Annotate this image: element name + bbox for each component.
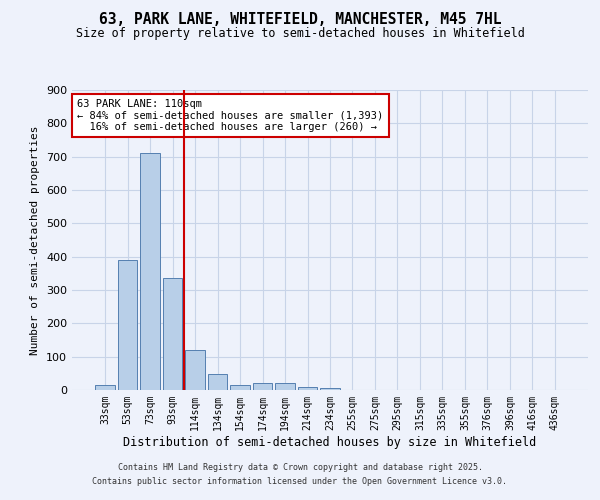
Y-axis label: Number of semi-detached properties: Number of semi-detached properties [31, 125, 40, 355]
Bar [320, 388, 340, 390]
Text: Size of property relative to semi-detached houses in Whitefield: Size of property relative to semi-detach… [76, 28, 524, 40]
Bar [275, 382, 295, 390]
Bar [140, 154, 160, 390]
X-axis label: Distribution of semi-detached houses by size in Whitefield: Distribution of semi-detached houses by … [124, 436, 536, 448]
Text: Contains HM Land Registry data © Crown copyright and database right 2025.: Contains HM Land Registry data © Crown c… [118, 464, 482, 472]
Bar [118, 260, 137, 390]
Bar [163, 278, 182, 390]
Bar [185, 350, 205, 390]
Bar [298, 388, 317, 390]
Text: 63, PARK LANE, WHITEFIELD, MANCHESTER, M45 7HL: 63, PARK LANE, WHITEFIELD, MANCHESTER, M… [99, 12, 501, 28]
Bar [95, 385, 115, 390]
Bar [208, 374, 227, 390]
Text: 63 PARK LANE: 110sqm
← 84% of semi-detached houses are smaller (1,393)
  16% of : 63 PARK LANE: 110sqm ← 84% of semi-detac… [77, 99, 383, 132]
Bar [230, 385, 250, 390]
Bar [253, 382, 272, 390]
Text: Contains public sector information licensed under the Open Government Licence v3: Contains public sector information licen… [92, 477, 508, 486]
